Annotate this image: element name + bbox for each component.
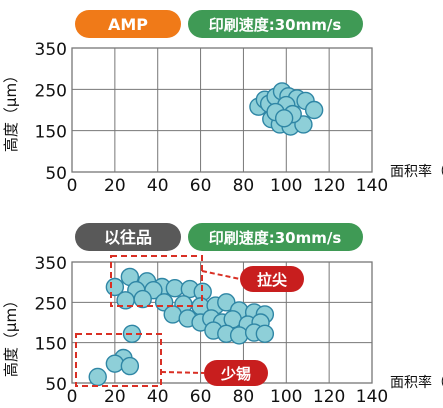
callout-insufficient-bg bbox=[204, 360, 268, 386]
badge-amp-label: AMP bbox=[108, 15, 148, 34]
x-tick-label: 140 bbox=[356, 387, 388, 407]
x-tick-label: 40 bbox=[147, 387, 169, 407]
data-point bbox=[163, 305, 182, 324]
data-point bbox=[120, 356, 140, 376]
badge-speed-bottom-bg bbox=[188, 223, 363, 251]
x-ticks-top: 0 20 40 60 80 100 120 140 bbox=[67, 176, 389, 196]
y-tick-label: 150 bbox=[35, 335, 67, 355]
y-tick-label: 350 bbox=[35, 40, 67, 60]
badge-speed-top-bg bbox=[188, 10, 363, 38]
x-axis-label-bottom: 面积率（%） bbox=[390, 374, 443, 391]
x-tick-label: 100 bbox=[270, 387, 302, 407]
x-tick-label: 20 bbox=[104, 176, 126, 196]
y-axis-label-bottom: 高度（μm） bbox=[2, 293, 20, 377]
x-tick-label: 0 bbox=[67, 387, 78, 407]
badge-speed-top: 印刷速度:30mm/s bbox=[188, 10, 363, 38]
data-point bbox=[274, 109, 294, 128]
points-top bbox=[249, 82, 324, 136]
x-ticks-bottom: 0 20 40 60 80 100 120 140 bbox=[67, 387, 389, 407]
plot-area-top bbox=[71, 47, 373, 173]
y-ticks-bottom: 50 150 250 350 bbox=[35, 254, 67, 395]
callout-peak-label: 拉尖 bbox=[257, 271, 287, 289]
badge-speed-top-label: 印刷速度:30mm/s bbox=[209, 16, 342, 34]
y-tick-label: 250 bbox=[35, 294, 67, 314]
peak-leader-line bbox=[201, 270, 241, 280]
data-point bbox=[88, 367, 107, 387]
x-tick-label: 0 bbox=[67, 176, 78, 196]
badge-amp: AMP bbox=[75, 10, 181, 38]
data-point bbox=[229, 326, 249, 345]
y-axis-label-top: 高度（μm） bbox=[2, 68, 20, 152]
y-tick-label: 350 bbox=[35, 254, 67, 274]
x-tick-label: 140 bbox=[356, 176, 388, 196]
insufficient-region-box bbox=[75, 333, 162, 387]
badge-amp-bg bbox=[75, 10, 181, 38]
x-tick-label: 80 bbox=[233, 387, 255, 407]
peak-region-box bbox=[110, 255, 203, 307]
insufficient-leader-line bbox=[160, 371, 205, 374]
grid-top bbox=[72, 48, 372, 172]
data-point bbox=[133, 289, 152, 309]
data-point bbox=[304, 100, 324, 120]
callout-peak-bg bbox=[240, 266, 304, 292]
callout-insufficient-label: 少锡 bbox=[220, 365, 251, 383]
x-tick-label: 20 bbox=[104, 387, 126, 407]
callout-insufficient: 少锡 bbox=[204, 360, 268, 386]
badge-speed-bottom-label: 印刷速度:30mm/s bbox=[209, 229, 342, 247]
data-point bbox=[255, 324, 275, 343]
x-tick-label: 100 bbox=[270, 176, 302, 196]
badge-old-bg bbox=[75, 223, 181, 251]
x-tick-label: 120 bbox=[313, 176, 345, 196]
y-tick-label: 50 bbox=[45, 164, 67, 184]
chart-amp: AMP 印刷速度:30mm/s 50 150 250 350 0 20 40 60 80 100… bbox=[2, 10, 443, 196]
data-point bbox=[105, 354, 125, 373]
x-tick-label: 60 bbox=[190, 176, 212, 196]
badge-old: 以往品 bbox=[75, 223, 181, 251]
x-tick-label: 40 bbox=[147, 176, 169, 196]
y-tick-label: 150 bbox=[35, 123, 67, 143]
y-ticks-top: 50 150 250 350 bbox=[35, 40, 67, 184]
x-tick-label: 80 bbox=[233, 176, 255, 196]
callout-peak: 拉尖 bbox=[240, 266, 304, 292]
x-tick-label: 120 bbox=[313, 387, 345, 407]
y-tick-label: 250 bbox=[35, 81, 67, 101]
x-axis-label-top: 面积率（%） bbox=[390, 163, 443, 180]
badge-old-label: 以往品 bbox=[104, 228, 152, 247]
chart-old: 以往品 印刷速度:30mm/s 50 150 250 350 0 20 40 60 80 100… bbox=[2, 223, 443, 407]
x-tick-label: 60 bbox=[190, 387, 212, 407]
y-tick-label: 50 bbox=[45, 375, 67, 395]
badge-speed-bottom: 印刷速度:30mm/s bbox=[188, 223, 363, 251]
